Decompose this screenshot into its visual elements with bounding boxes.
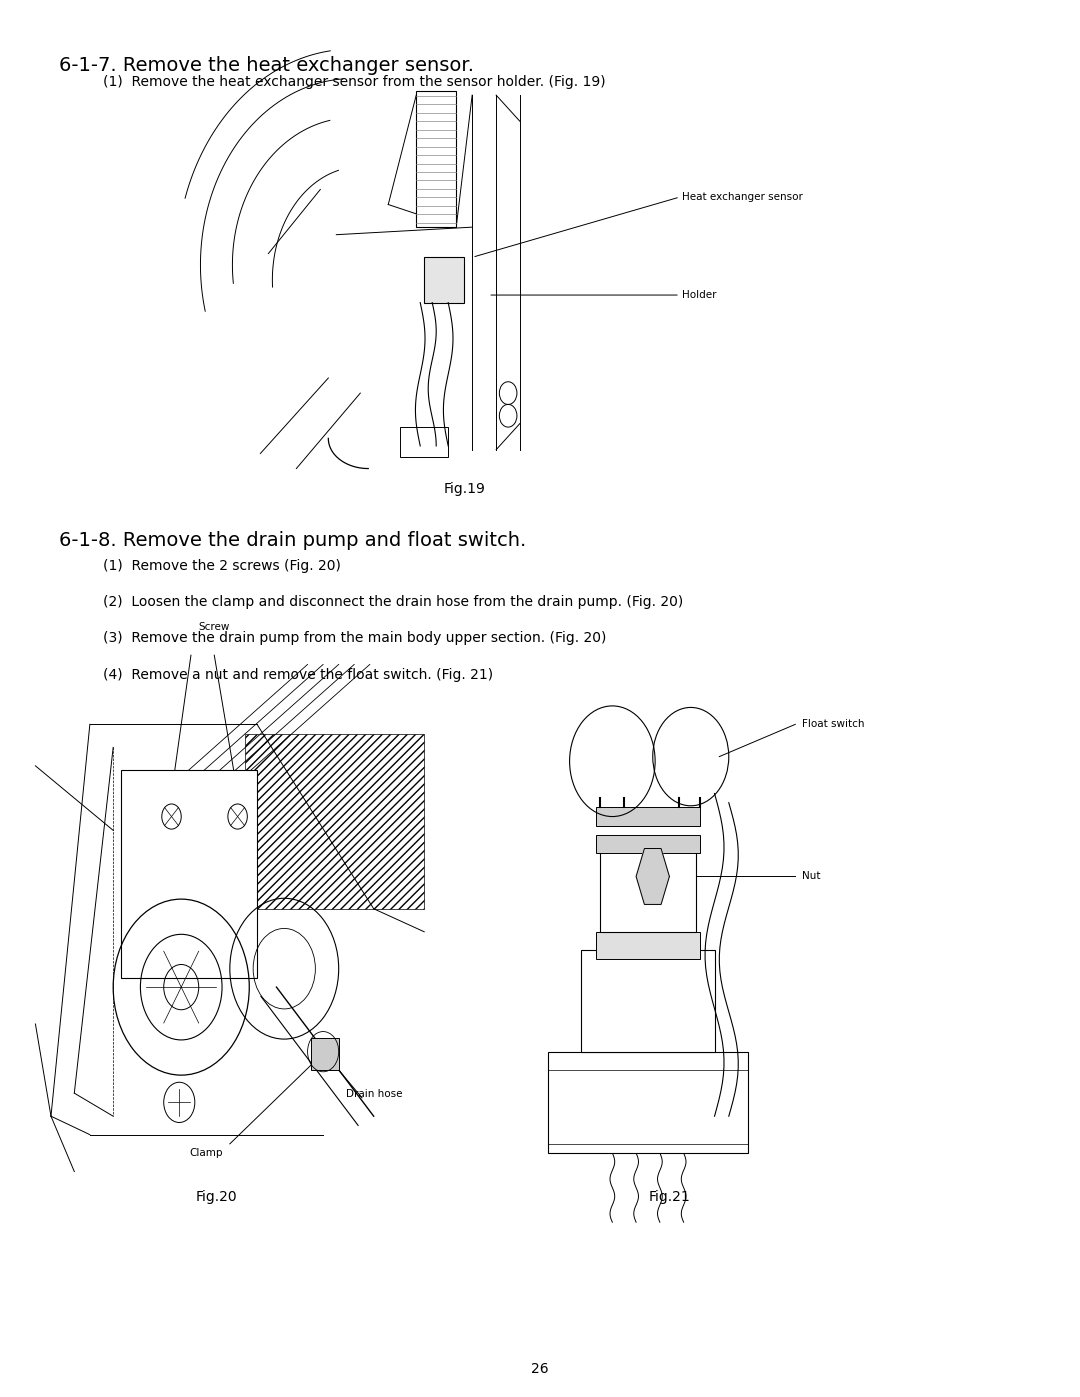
Text: Fig.20: Fig.20	[195, 1190, 237, 1204]
Bar	[596, 807, 700, 826]
Bar	[311, 1038, 339, 1070]
Bar	[596, 932, 700, 960]
Bar	[245, 733, 424, 909]
Bar	[424, 257, 464, 303]
Text: Fig.19: Fig.19	[444, 482, 485, 496]
Text: 6-1-8. Remove the drain pump and float switch.: 6-1-8. Remove the drain pump and float s…	[59, 531, 527, 550]
Text: Heat exchanger sensor: Heat exchanger sensor	[683, 191, 804, 203]
Text: (1)  Remove the heat exchanger sensor from the sensor holder. (Fig. 19): (1) Remove the heat exchanger sensor fro…	[103, 75, 605, 89]
Bar	[401, 427, 448, 457]
Polygon shape	[636, 848, 670, 904]
Text: (4)  Remove a nut and remove the float switch. (Fig. 21): (4) Remove a nut and remove the float sw…	[103, 668, 492, 682]
Bar	[549, 1052, 747, 1153]
Text: Clamp: Clamp	[190, 1148, 224, 1158]
Bar	[121, 771, 257, 978]
Text: 6-1-7. Remove the heat exchanger sensor.: 6-1-7. Remove the heat exchanger sensor.	[59, 56, 474, 75]
Text: Holder: Holder	[683, 291, 717, 300]
Text: 26: 26	[531, 1362, 549, 1376]
Text: Drain hose: Drain hose	[347, 1088, 403, 1098]
Bar	[600, 849, 696, 932]
Text: Screw: Screw	[199, 622, 230, 631]
Text: (1)  Remove the 2 screws (Fig. 20): (1) Remove the 2 screws (Fig. 20)	[103, 559, 340, 573]
Text: Nut: Nut	[802, 872, 821, 882]
Text: (3)  Remove the drain pump from the main body upper section. (Fig. 20): (3) Remove the drain pump from the main …	[103, 631, 606, 645]
Bar	[416, 91, 456, 228]
Text: (2)  Loosen the clamp and disconnect the drain hose from the drain pump. (Fig. 2: (2) Loosen the clamp and disconnect the …	[103, 595, 683, 609]
Text: Fig.21: Fig.21	[649, 1190, 690, 1204]
Bar	[581, 950, 715, 1052]
Bar	[596, 835, 700, 854]
Text: Float switch: Float switch	[802, 719, 865, 729]
